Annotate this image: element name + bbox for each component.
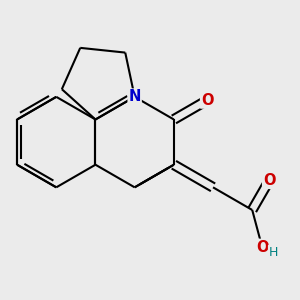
Text: H: H <box>269 246 278 259</box>
Text: O: O <box>201 93 213 108</box>
Text: O: O <box>263 173 275 188</box>
Text: O: O <box>256 240 268 255</box>
Text: N: N <box>128 89 141 104</box>
